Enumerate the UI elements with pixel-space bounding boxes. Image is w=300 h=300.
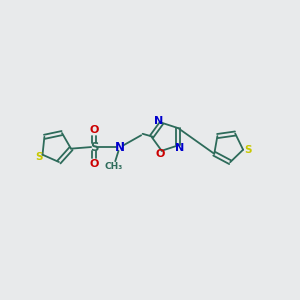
Text: S: S [244,145,251,155]
Text: O: O [155,149,165,159]
Text: CH₃: CH₃ [105,162,123,171]
Text: N: N [154,116,163,126]
Text: O: O [89,125,99,135]
Text: S: S [35,152,43,162]
Text: N: N [115,141,125,154]
Text: S: S [90,141,98,154]
Text: O: O [89,159,99,170]
Text: N: N [175,143,184,153]
